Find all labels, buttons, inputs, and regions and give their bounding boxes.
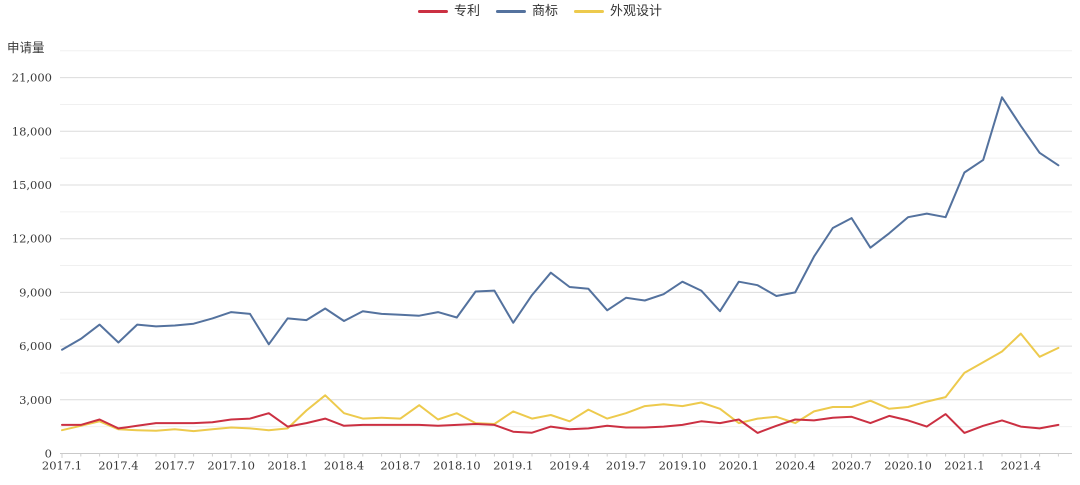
svg-text:0: 0 [45, 447, 52, 461]
legend-item-design: 外观设计 [574, 5, 662, 18]
series-line-商标 [61, 96, 1060, 351]
svg-text:2019.7: 2019.7 [606, 459, 646, 473]
legend-item-patent: 专利 [417, 4, 480, 19]
svg-text:2019.10: 2019.10 [659, 459, 707, 473]
svg-text:2017.7: 2017.7 [155, 459, 195, 473]
svg-text:2019.1: 2019.1 [493, 459, 533, 473]
legend-item-trademark: 商标 [495, 4, 559, 19]
svg-text:21,000: 21,000 [12, 71, 52, 85]
legend-line-swatch-design [574, 10, 605, 13]
legend-label-trademark: 商标 [531, 4, 559, 19]
svg-text:2021.1: 2021.1 [944, 459, 984, 473]
svg-text:12,000: 12,000 [12, 232, 52, 246]
svg-text:9,000: 9,000 [19, 285, 52, 299]
svg-text:2017.4: 2017.4 [98, 459, 138, 473]
svg-text:18,000: 18,000 [12, 124, 52, 138]
svg-text:15,000: 15,000 [12, 178, 52, 192]
legend-line-swatch-trademark [495, 10, 526, 13]
legend-line-swatch-patent [417, 10, 448, 13]
svg-text:2020.7: 2020.7 [831, 459, 871, 473]
svg-text:2018.7: 2018.7 [380, 459, 420, 473]
svg-text:2019.4: 2019.4 [549, 459, 589, 473]
y-axis-title: 申请量 [7, 40, 45, 55]
legend-label-patent: 专利 [453, 4, 480, 19]
svg-text:6,000: 6,000 [19, 339, 52, 353]
svg-text:2020.10: 2020.10 [884, 459, 932, 473]
svg-text:2018.10: 2018.10 [433, 459, 481, 473]
svg-text:2021.4: 2021.4 [1001, 459, 1041, 473]
svg-text:2017.1: 2017.1 [42, 459, 82, 473]
svg-text:2018.4: 2018.4 [324, 459, 364, 473]
legend-label-design: 外观设计 [610, 4, 663, 19]
svg-text:2020.1: 2020.1 [719, 459, 759, 473]
svg-text:2020.4: 2020.4 [775, 459, 815, 473]
svg-text:2017.10: 2017.10 [207, 459, 255, 473]
svg-text:2018.1: 2018.1 [267, 459, 307, 473]
svg-text:3,000: 3,000 [19, 393, 52, 407]
series-line-外观设计 [61, 332, 1060, 433]
series-line-专利 [61, 412, 1060, 434]
legend: 专利 商标 外观设计 [417, 4, 662, 19]
